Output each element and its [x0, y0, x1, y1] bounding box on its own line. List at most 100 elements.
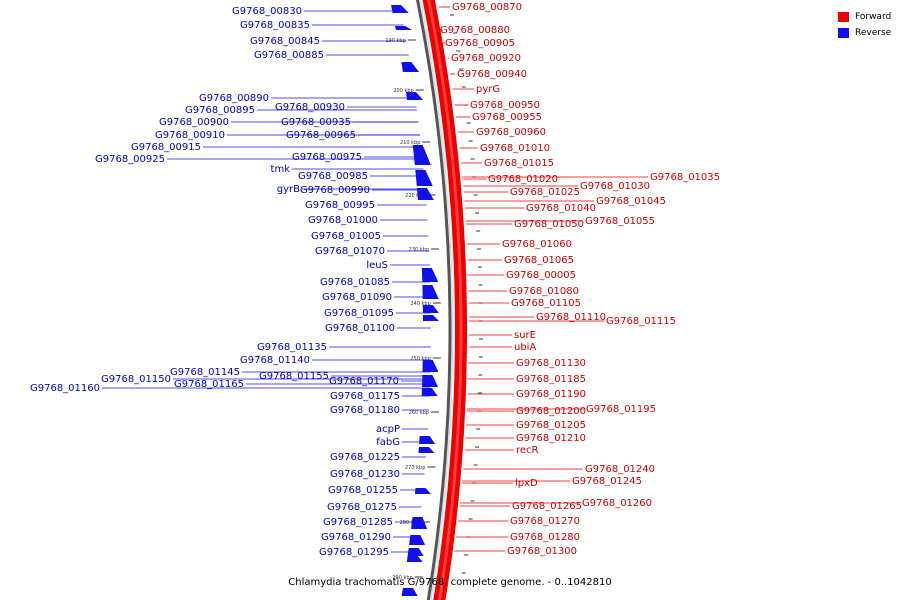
reverse-gene-label: G9768_01290	[321, 532, 391, 543]
legend-forward-label: Forward	[855, 12, 892, 22]
reverse-gene-label: G9768_01100	[325, 323, 395, 334]
forward-gene-label: G9768_01265	[512, 501, 582, 512]
reverse-gene-feature	[409, 535, 426, 545]
reverse-gene-label: G9768_01285	[323, 517, 393, 528]
legend-reverse: Reverse	[838, 25, 891, 41]
reverse-gene-feature	[419, 436, 436, 444]
forward-gene-label: G9768_01130	[516, 358, 586, 369]
reverse-gene-feature	[405, 92, 424, 100]
forward-gene-label: G9768_01105	[511, 298, 581, 309]
reverse-labels: G9768_00830 G9768_00835 G9768_00845 G9768_0…	[30, 6, 431, 558]
reverse-gene-label: G9768_00930	[275, 102, 345, 113]
reverse-gene-label: G9768_01135	[257, 342, 327, 353]
reverse-gene-feature	[391, 5, 409, 13]
forward-gene-label: G9768_00905	[445, 38, 515, 49]
forward-gene-label: G9768_00955	[472, 112, 542, 123]
forward-gene-label: G9768_01115	[606, 316, 676, 327]
forward-gene-label: G9768_00960	[476, 127, 546, 138]
reverse-gene-label: gyrB	[277, 184, 300, 195]
reverse-gene-feature	[415, 170, 433, 186]
reverse-gene-label: G9768_01085	[320, 277, 390, 288]
forward-gene-label: G9768_01040	[526, 203, 596, 214]
reverse-gene-feature	[416, 188, 434, 200]
reverse-gene-label: fabG	[376, 437, 400, 448]
kbp-tick-label: 280 kbp	[400, 520, 420, 526]
reverse-gene-label: G9768_01170	[329, 376, 399, 387]
reverse-gene-label: G9768_01180	[330, 405, 400, 416]
reverse-gene-feature	[421, 388, 438, 396]
reverse-swatch	[838, 28, 849, 38]
reverse-gene-feature	[422, 315, 439, 321]
forward-gene-label: G9768_00940	[457, 69, 527, 80]
reverse-gene-label: G9768_00975	[292, 152, 362, 163]
reverse-gene-label: G9768_00830	[232, 6, 302, 17]
reverse-gene-label: G9768_01150	[101, 374, 171, 385]
reverse-gene-feature	[414, 488, 431, 494]
forward-gene-label: G9768_01025	[510, 187, 580, 198]
forward-gene-label: G9768_01270	[510, 516, 580, 527]
forward-gene-label: G9768_01010	[480, 143, 550, 154]
forward-gene-label: G9768_01280	[510, 532, 580, 543]
reverse-gene-label: G9768_00885	[254, 50, 324, 61]
forward-gene-label: pyrG	[476, 84, 500, 95]
forward-swatch	[838, 12, 849, 22]
forward-gene-label: G9768_01030	[580, 181, 650, 192]
forward-gene-label: G9768_01055	[585, 216, 655, 227]
reverse-gene-feature	[401, 588, 418, 596]
reverse-gene-feature	[422, 360, 439, 372]
forward-gene-label: G9768_01185	[516, 374, 586, 385]
reverse-gene-feature	[411, 517, 428, 529]
forward-gene-label: recR	[516, 445, 539, 456]
reverse-gene-label: G9768_00985	[298, 171, 368, 182]
forward-gene-label: G9768_01190	[516, 389, 586, 400]
kbp-tick-label: 210 kbp	[400, 140, 420, 146]
forward-gene-label: ubiA	[514, 342, 536, 353]
reverse-gene-label: G9768_00965	[286, 130, 356, 141]
kbp-tick-label: 270 kbp	[405, 465, 425, 471]
reverse-gene-label: G9768_01225	[330, 452, 400, 463]
reverse-gene-feature	[421, 268, 439, 282]
forward-gene-label: G9768_01300	[507, 546, 577, 557]
reverse-gene-label: G9768_00835	[240, 20, 310, 31]
kbp-tick-label: 220 kbp	[405, 193, 425, 199]
forward-gene-label: G9768_01020	[488, 174, 558, 185]
reverse-gene-label: G9768_01145	[170, 367, 240, 378]
reverse-gene-label: G9768_01295	[319, 547, 389, 558]
forward-gene-label: G9768_01060	[502, 239, 572, 250]
reverse-gene-label: G9768_01140	[240, 355, 310, 366]
kbp-tick-label: 240 kbp	[410, 301, 430, 307]
reverse-gene-label: G9768_00845	[250, 36, 320, 47]
kbp-tick-label: 200 kbp	[393, 88, 413, 94]
kbp-tick-label: 290 kbp	[392, 575, 412, 581]
reverse-gene-feature	[422, 285, 439, 299]
forward-gene-label: G9768_01015	[484, 158, 554, 169]
reverse-gene-label: tmk	[271, 164, 291, 175]
reverse-gene-feature	[422, 305, 439, 313]
forward-gene-label: G9768_01205	[516, 420, 586, 431]
reverse-gene-label: G9768_01005	[311, 231, 381, 242]
reverse-gene-label: G9768_00900	[159, 117, 229, 128]
reverse-gene-label: G9768_00990	[300, 185, 370, 196]
reverse-gene-label: G9768_00915	[131, 142, 201, 153]
forward-gene-label: G9768_01200	[516, 406, 586, 417]
kbp-tick-label: 250 kbp	[410, 356, 430, 362]
reverse-gene-feature	[395, 26, 412, 30]
forward-gene-label: G9768_01110	[536, 312, 606, 323]
forward-gene-label: G9768_00870	[452, 2, 522, 13]
forward-gene-label: G9768_00005	[506, 270, 576, 281]
reverse-gene-label: G9768_00895	[185, 105, 255, 116]
reverse-gene-label: G9768_01255	[328, 485, 398, 496]
reverse-gene-label: G9768_00925	[95, 154, 165, 165]
forward-gene-label: G9768_01240	[585, 464, 655, 475]
reverse-gene-label: G9768_01275	[327, 502, 397, 513]
forward-gene-label: G9768_01210	[516, 433, 586, 444]
genome-backbone	[415, 0, 467, 600]
forward-gene-label: lpxD	[515, 478, 538, 489]
forward-gene-label: G9768_01050	[514, 219, 584, 230]
reverse-gene-label: G9768_00910	[155, 130, 225, 141]
reverse-gene-label: G9768_01230	[330, 469, 400, 480]
forward-gene-label: G9768_01065	[504, 255, 574, 266]
forward-gene-label: G9768_01245	[572, 476, 642, 487]
reverse-gene-label: G9768_01175	[330, 391, 400, 402]
